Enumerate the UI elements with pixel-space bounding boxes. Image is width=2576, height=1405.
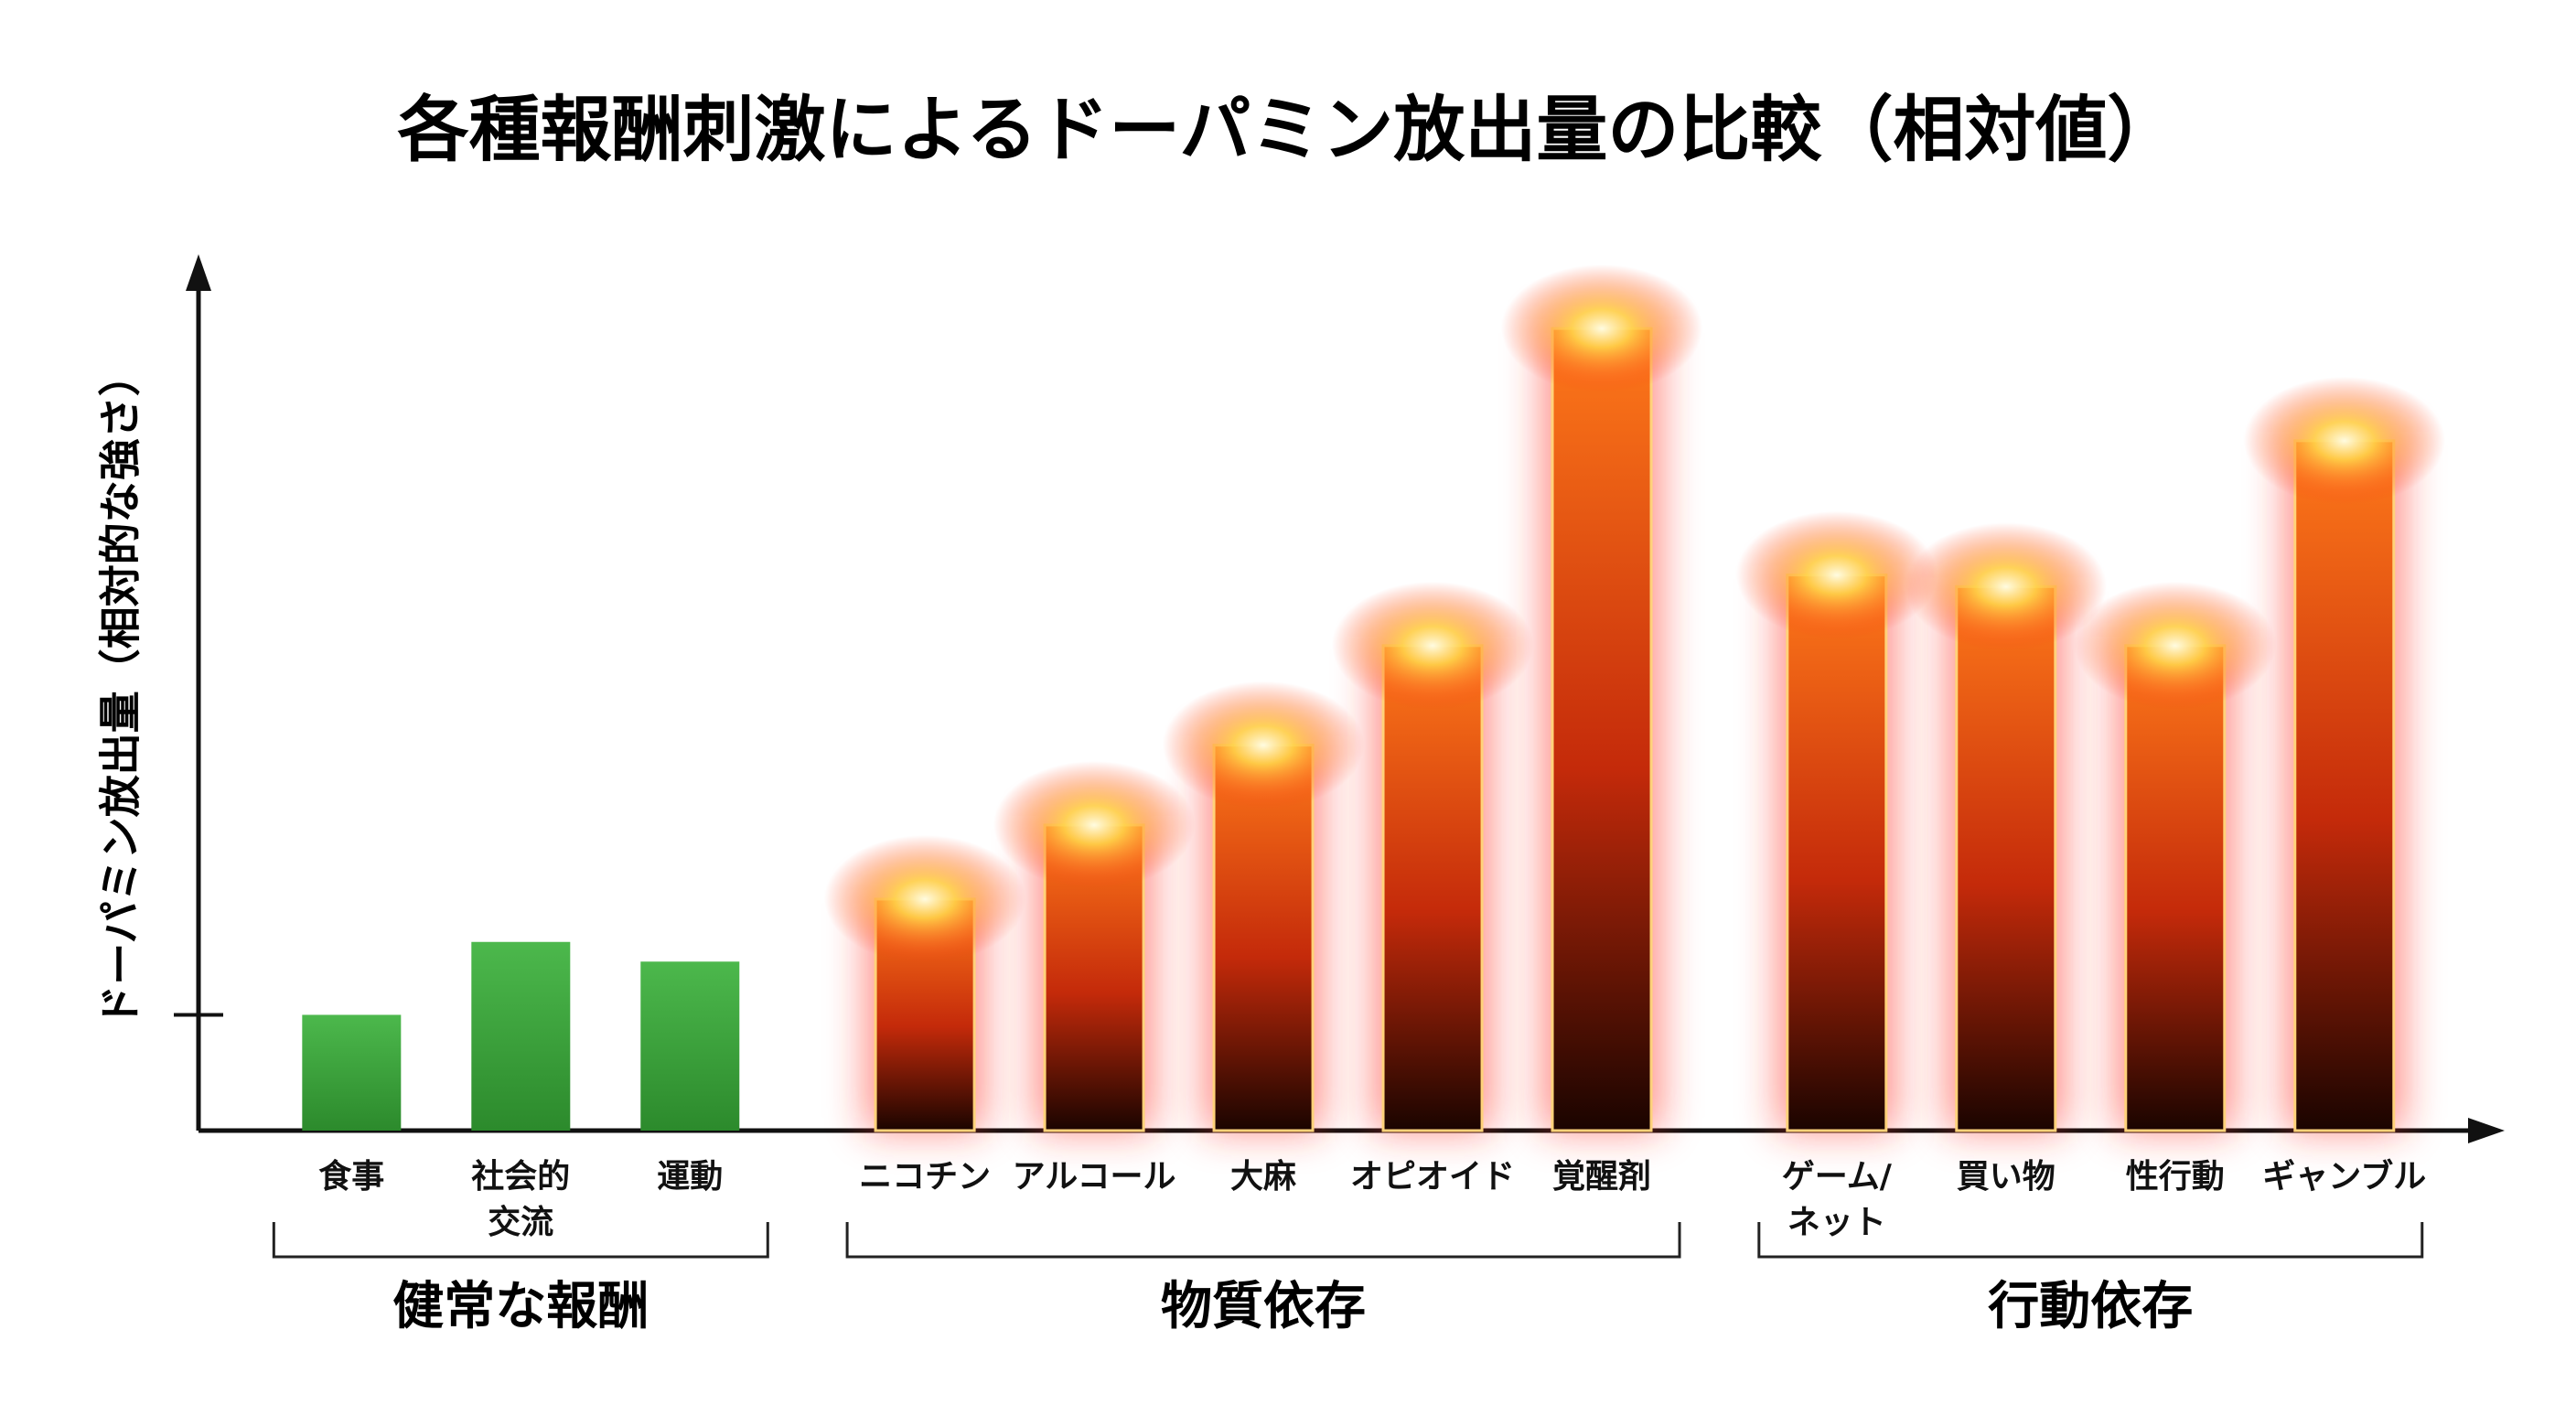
bar (1955, 585, 2057, 1132)
group-label: 行動依存 (1988, 1277, 2193, 1336)
bar-spark (993, 760, 1196, 889)
x-tick-label: 社会的 交流 (471, 1158, 571, 1241)
x-tick-label: アルコール (1012, 1158, 1176, 1196)
bar (1551, 327, 1653, 1132)
x-tick-label: ニコチン (859, 1158, 992, 1196)
bar-spark (1163, 681, 1365, 810)
bar-spark (1501, 264, 1703, 393)
x-tick-label: 買い物 (1956, 1158, 2055, 1196)
bar-spark (1332, 581, 1534, 710)
x-tick-label: 食事 (318, 1158, 385, 1196)
bar-spark (2074, 581, 2276, 710)
y-axis-label: ドーパミン放出量（相対的な強さ） (96, 354, 145, 1027)
group-label: 健常な報酬 (392, 1277, 649, 1336)
bar (1212, 744, 1315, 1132)
bar (1381, 644, 1484, 1132)
bar (1786, 574, 1888, 1132)
bar-spark (2243, 376, 2445, 505)
x-tick-label: 性行動 (2125, 1158, 2225, 1196)
bar-spark (824, 834, 1026, 963)
x-tick-label: 大麻 (1230, 1158, 1297, 1196)
group-label: 物質依存 (1161, 1277, 1366, 1336)
x-axis-arrow (2468, 1118, 2505, 1143)
chart-title: 各種報酬刺激によるドーパミン放出量の比較（相対値） (398, 89, 2179, 171)
bar (640, 961, 740, 1131)
x-tick-label: 覚醒剤 (1552, 1158, 1652, 1196)
group-bracket (845, 1222, 1681, 1259)
bar (471, 941, 571, 1131)
x-tick-label: ギャンブル (2262, 1158, 2427, 1196)
bar-spark (1905, 522, 2107, 651)
x-tick-label: オピオイド (1350, 1158, 1516, 1196)
group-bracket (272, 1222, 769, 1259)
bar-spark (1735, 510, 1937, 639)
group-bracket (1757, 1222, 2424, 1259)
bar (2124, 644, 2227, 1132)
bar (302, 1014, 402, 1131)
x-tick-label: 運動 (657, 1158, 724, 1196)
y-axis-arrow (186, 254, 211, 291)
x-tick-label: ゲーム/ ネット (1781, 1158, 1892, 1241)
bar (2293, 439, 2396, 1132)
